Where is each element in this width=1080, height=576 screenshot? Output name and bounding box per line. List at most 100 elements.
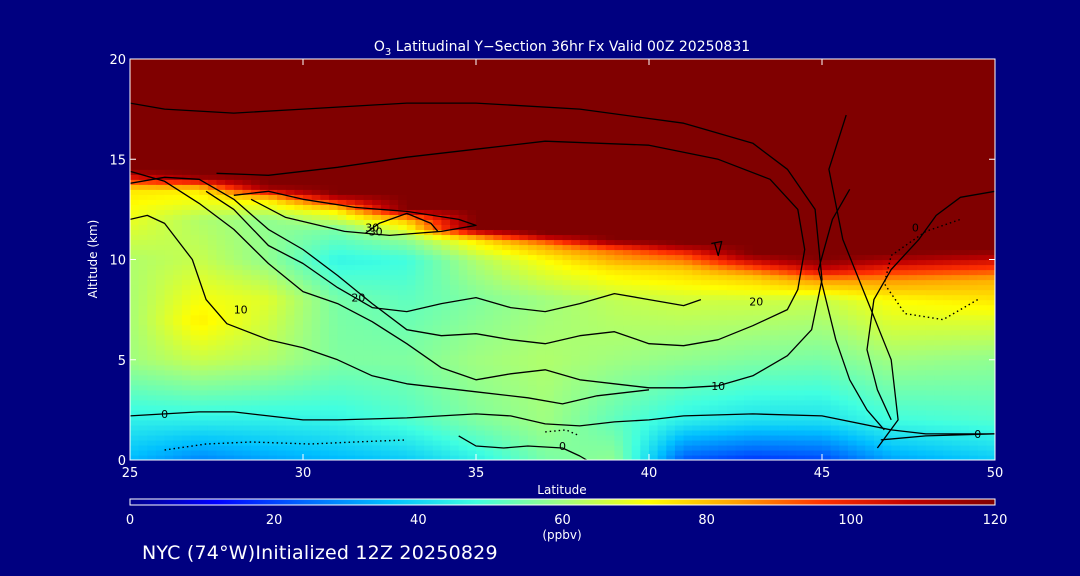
heatmap-cell [268, 299, 278, 306]
heatmap-cell [649, 439, 659, 446]
heatmap-cell [303, 384, 313, 391]
heatmap-cell [597, 149, 607, 155]
heatmap-cell [476, 84, 486, 90]
heatmap-cell [501, 359, 512, 366]
heatmap-cell [458, 219, 468, 226]
heatmap-cell [294, 359, 304, 366]
heatmap-cell [328, 274, 339, 281]
heatmap-cell [467, 299, 477, 306]
heatmap-cell [337, 449, 347, 456]
heatmap-cell [441, 114, 451, 120]
heatmap-cell [649, 339, 659, 346]
heatmap-cell [493, 204, 503, 210]
heatmap-cell [536, 294, 546, 301]
heatmap-cell [363, 109, 373, 115]
heatmap-cell [337, 269, 347, 276]
heatmap-cell [268, 389, 278, 396]
heatmap-cell [372, 319, 382, 326]
heatmap-cell [458, 279, 468, 286]
heatmap-cell [320, 274, 330, 281]
heatmap-cell [155, 109, 166, 115]
heatmap-cell [380, 289, 391, 296]
heatmap-cell [354, 284, 365, 291]
heatmap-cell [199, 124, 209, 130]
heatmap-cell [259, 169, 269, 175]
heatmap-cell [233, 194, 244, 200]
heatmap-cell [519, 239, 529, 246]
heatmap-cell [553, 359, 564, 366]
heatmap-cell [380, 329, 391, 336]
heatmap-cell [389, 69, 399, 75]
heatmap-cell [277, 389, 287, 396]
heatmap-cell [657, 439, 667, 446]
heatmap-cell [553, 309, 564, 316]
heatmap-cell [130, 324, 140, 331]
heatmap-cell [501, 79, 512, 85]
heatmap-cell [527, 159, 538, 165]
heatmap-cell [294, 324, 304, 331]
heatmap-cell [346, 379, 356, 386]
heatmap-cell [285, 374, 295, 381]
heatmap-cell [138, 359, 148, 366]
heatmap-cell [631, 69, 641, 75]
heatmap-cell [233, 404, 244, 411]
heatmap-cell [207, 339, 218, 346]
heatmap-cell [207, 434, 218, 441]
heatmap-cell [571, 89, 581, 95]
heatmap-cell [380, 354, 391, 361]
heatmap-cell [441, 419, 451, 426]
heatmap-cell [640, 229, 650, 236]
heatmap-cell [597, 409, 607, 416]
heatmap-cell [225, 364, 235, 371]
heatmap-cell [640, 359, 650, 366]
heatmap-cell [406, 229, 417, 236]
heatmap-cell [216, 239, 226, 246]
heatmap-cell [268, 314, 278, 321]
heatmap-cell [605, 424, 615, 431]
heatmap-cell [303, 129, 313, 135]
heatmap-cell [207, 399, 218, 406]
heatmap-cell [303, 439, 313, 446]
heatmap-cell [337, 89, 347, 95]
heatmap-cell [398, 149, 408, 155]
heatmap-cell [268, 254, 278, 261]
heatmap-cell [666, 309, 676, 316]
heatmap-cell [181, 144, 192, 150]
heatmap-cell [242, 234, 252, 241]
heatmap-cell [328, 444, 339, 451]
heatmap-cell [605, 354, 615, 361]
heatmap-cell [562, 274, 572, 281]
heatmap-cell [147, 274, 157, 281]
heatmap-cell [164, 139, 174, 145]
heatmap-cell [242, 204, 252, 210]
heatmap-cell [190, 159, 200, 165]
heatmap-cell [311, 399, 321, 406]
heatmap-cell [476, 294, 486, 301]
heatmap-cell [666, 324, 676, 331]
heatmap-cell [476, 179, 486, 185]
heatmap-cell [285, 84, 295, 90]
heatmap-cell [354, 349, 365, 356]
heatmap-cell [657, 394, 667, 401]
heatmap-cell [173, 134, 183, 140]
heatmap-cell [207, 104, 218, 110]
heatmap-cell [303, 109, 313, 115]
heatmap-cell [406, 109, 417, 115]
heatmap-cell [320, 104, 330, 110]
heatmap-cell [320, 339, 330, 346]
heatmap-cell [493, 64, 503, 70]
heatmap-cell [216, 159, 226, 165]
heatmap-cell [579, 129, 590, 135]
heatmap-cell [199, 364, 209, 371]
heatmap-cell [380, 434, 391, 441]
heatmap-cell [354, 239, 365, 246]
heatmap-cell [346, 434, 356, 441]
heatmap-cell [155, 69, 166, 75]
heatmap-cell [631, 444, 641, 451]
heatmap-cell [164, 339, 174, 346]
heatmap-cell [320, 454, 330, 460]
heatmap-cell [493, 284, 503, 291]
heatmap-cell [571, 79, 581, 85]
heatmap-cell [415, 204, 425, 210]
heatmap-cell [320, 189, 330, 195]
